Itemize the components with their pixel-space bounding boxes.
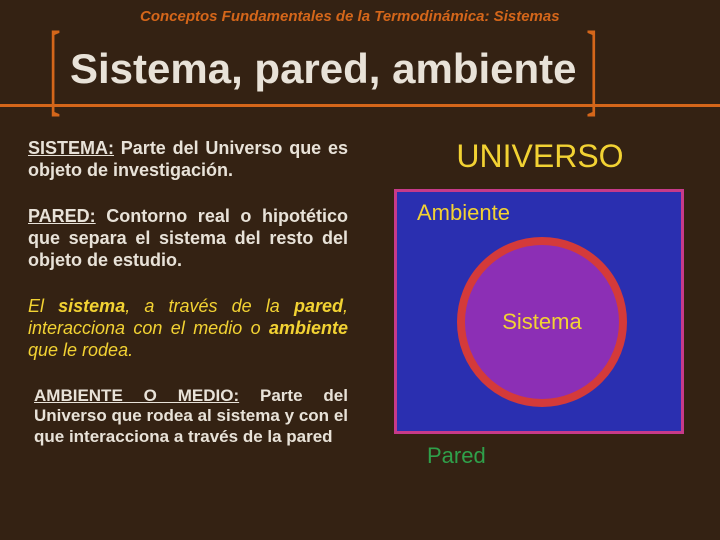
definitions-column: SISTEMA: Parte del Universo que es objet… bbox=[28, 138, 348, 472]
sistema-circle: Sistema bbox=[457, 237, 627, 407]
interact-post: que le rodea. bbox=[28, 340, 133, 360]
universe-diagram: UNIVERSO Ambiente Sistema Pared bbox=[390, 138, 690, 434]
interact-kw-sistema: sistema bbox=[58, 296, 125, 316]
interact-kw-pared: pared bbox=[294, 296, 343, 316]
label-universo: UNIVERSO bbox=[390, 138, 690, 175]
def-interact: El sistema, a través de la pared, intera… bbox=[28, 296, 348, 362]
def-ambiente: AMBIENTE O MEDIO: Parte del Universo que… bbox=[28, 386, 348, 448]
ambiente-box: Ambiente Sistema Pared bbox=[394, 189, 684, 434]
def-sistema: SISTEMA: Parte del Universo que es objet… bbox=[28, 138, 348, 182]
bracket-left-icon: [ bbox=[49, 38, 60, 100]
divider-rule bbox=[0, 104, 720, 107]
slide: Conceptos Fundamentales de la Termodinám… bbox=[0, 0, 720, 540]
title-wrap: [ Sistema, pared, ambiente ] bbox=[40, 34, 690, 104]
term-pared: PARED: bbox=[28, 206, 96, 226]
interact-pre: El bbox=[28, 296, 58, 316]
label-ambiente: Ambiente bbox=[417, 200, 510, 226]
term-ambiente: AMBIENTE O MEDIO: bbox=[34, 386, 239, 405]
label-sistema: Sistema bbox=[502, 309, 581, 335]
term-sistema: SISTEMA: bbox=[28, 138, 114, 158]
breadcrumb: Conceptos Fundamentales de la Termodinám… bbox=[140, 8, 560, 25]
interact-mid1: , a través de la bbox=[125, 296, 294, 316]
def-pared: PARED: Contorno real o hipotético que se… bbox=[28, 206, 348, 272]
bracket-right-icon: ] bbox=[586, 38, 597, 100]
interact-kw-ambiente: ambiente bbox=[269, 318, 348, 338]
label-pared: Pared bbox=[427, 443, 486, 469]
page-title: Sistema, pared, ambiente bbox=[62, 45, 585, 93]
